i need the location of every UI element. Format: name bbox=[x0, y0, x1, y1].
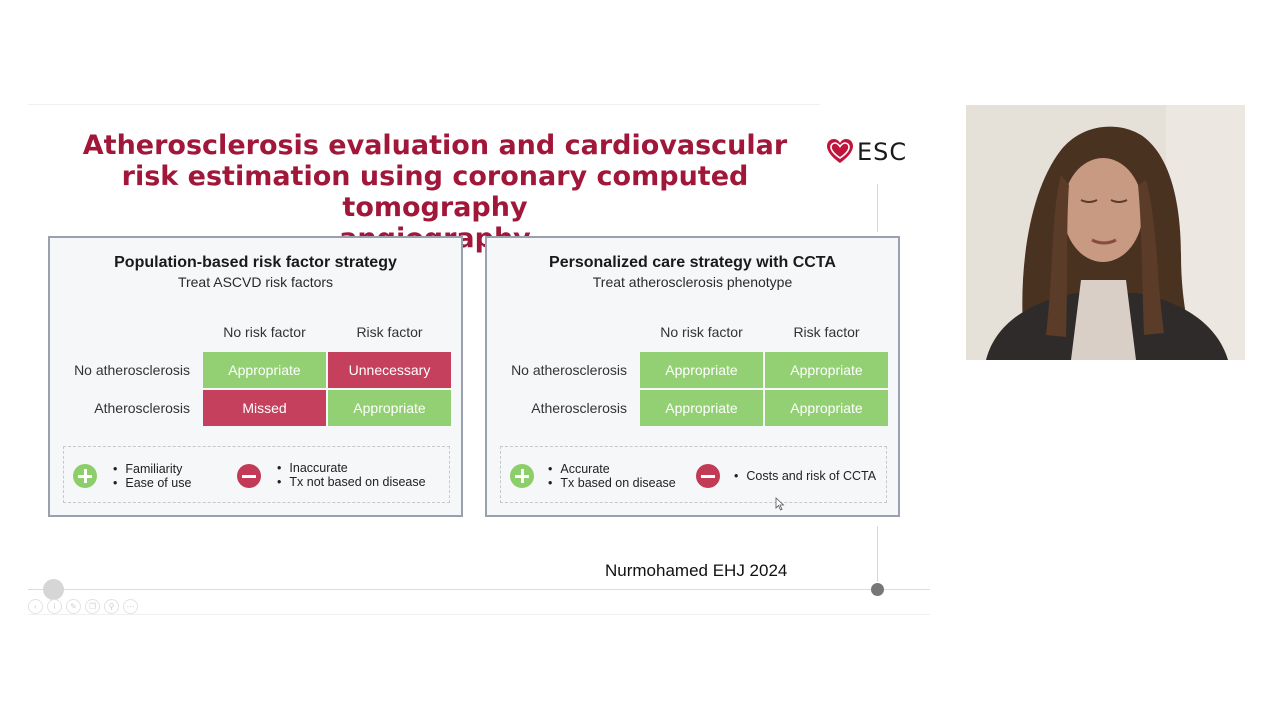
top-divider bbox=[28, 104, 820, 105]
edit-icon[interactable]: ✎ bbox=[66, 599, 81, 614]
col-header: No risk factor bbox=[660, 324, 743, 340]
mouse-cursor-icon bbox=[775, 497, 785, 511]
citation: Nurmohamed EHJ 2024 bbox=[605, 561, 788, 580]
presenter-video bbox=[966, 105, 1245, 360]
panel-personalized-strategy: Personalized care strategy with CCTA Tre… bbox=[485, 236, 900, 517]
cons-list: Costs and risk of CCTA bbox=[734, 469, 876, 483]
row-header: No atherosclerosis bbox=[511, 362, 627, 378]
pros-list: Accurate Tx based on disease bbox=[548, 462, 676, 490]
presenter-webcam-icon bbox=[966, 105, 1245, 360]
list-item: Familiarity bbox=[113, 462, 191, 476]
plus-icon bbox=[510, 464, 534, 488]
pros-cons-box: Familiarity Ease of use Inaccurate Tx no… bbox=[63, 446, 450, 503]
matrix-cell: Unnecessary bbox=[328, 352, 451, 388]
title-line-2: risk estimation using coronary computed … bbox=[121, 161, 749, 223]
minus-icon bbox=[237, 464, 261, 488]
col-header: Risk factor bbox=[793, 324, 860, 340]
panel-title: Personalized care strategy with CCTA bbox=[549, 254, 836, 271]
matrix-cell: Appropriate bbox=[328, 390, 451, 426]
pros-list: Familiarity Ease of use bbox=[113, 462, 191, 490]
matrix-cell: Appropriate bbox=[640, 390, 763, 426]
logo-text: ESC bbox=[857, 138, 908, 166]
list-item: Costs and risk of CCTA bbox=[734, 469, 876, 483]
more-icon[interactable]: ⋯ bbox=[123, 599, 138, 614]
panel-title: Population-based risk factor strategy bbox=[114, 254, 397, 271]
zoom-icon[interactable]: ⚲ bbox=[104, 599, 119, 614]
heart-icon bbox=[827, 139, 853, 163]
list-item: Tx not based on disease bbox=[277, 475, 425, 489]
cons-list: Inaccurate Tx not based on disease bbox=[277, 461, 426, 489]
progress-track[interactable] bbox=[28, 589, 930, 590]
list-item: Tx based on disease bbox=[548, 476, 675, 490]
col-header: Risk factor bbox=[356, 324, 423, 340]
panel-subtitle: Treat ASCVD risk factors bbox=[177, 274, 334, 290]
pros-cons-box: Accurate Tx based on disease Costs and r… bbox=[500, 446, 887, 503]
matrix-cell: Missed bbox=[203, 390, 326, 426]
slide: Atherosclerosis evaluation and cardiovas… bbox=[0, 0, 940, 720]
panel-subtitle: Treat atherosclerosis phenotype bbox=[592, 274, 793, 290]
bottom-divider bbox=[28, 614, 930, 615]
esc-logo: ESC bbox=[826, 136, 907, 168]
list-item: Ease of use bbox=[113, 476, 191, 490]
panel-population-strategy: Population-based risk factor strategy Tr… bbox=[48, 236, 463, 517]
list-item: Accurate bbox=[548, 462, 676, 476]
copy-icon[interactable]: ❐ bbox=[85, 599, 100, 614]
progress-start-handle[interactable] bbox=[43, 579, 64, 600]
minus-icon bbox=[696, 464, 720, 488]
title-line-1: Atherosclerosis evaluation and cardiovas… bbox=[82, 130, 788, 161]
slide-title: Atherosclerosis evaluation and cardiovas… bbox=[60, 130, 810, 254]
matrix-cell: Appropriate bbox=[765, 352, 888, 388]
progress-end-handle[interactable] bbox=[871, 583, 884, 596]
matrix-cell: Appropriate bbox=[640, 352, 763, 388]
row-header: No atherosclerosis bbox=[74, 362, 190, 378]
info-icon[interactable]: i bbox=[47, 599, 62, 614]
matrix-cell: Appropriate bbox=[203, 352, 326, 388]
player-controls: ‹ i ✎ ❐ ⚲ ⋯ bbox=[28, 599, 138, 614]
list-item: Inaccurate bbox=[277, 461, 426, 475]
row-header: Atherosclerosis bbox=[94, 400, 190, 416]
vertical-divider-bottom bbox=[877, 526, 878, 582]
matrix-cell: Appropriate bbox=[765, 390, 888, 426]
col-header: No risk factor bbox=[223, 324, 306, 340]
plus-icon bbox=[73, 464, 97, 488]
vertical-divider-top bbox=[877, 184, 878, 232]
prev-icon[interactable]: ‹ bbox=[28, 599, 43, 614]
row-header: Atherosclerosis bbox=[531, 400, 627, 416]
